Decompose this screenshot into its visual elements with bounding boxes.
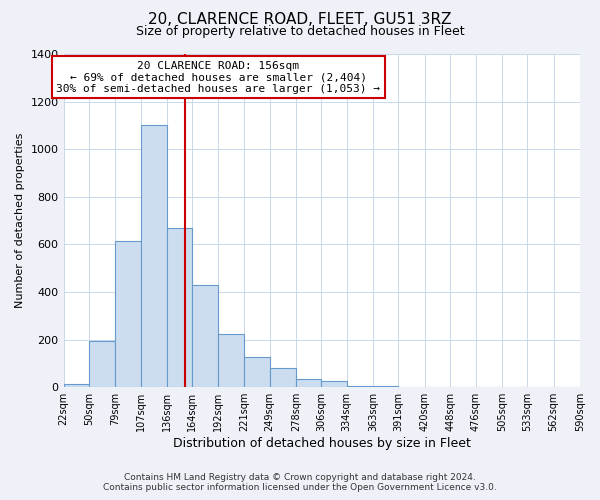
Bar [244,358,269,387]
Bar [167,228,193,387]
Bar [373,386,398,387]
Bar [269,368,296,387]
Bar [347,386,373,387]
Bar [193,285,218,387]
Bar [218,334,244,387]
Bar [64,384,89,387]
Y-axis label: Number of detached properties: Number of detached properties [15,133,25,308]
Bar [296,379,322,387]
Text: 20, CLARENCE ROAD, FLEET, GU51 3RZ: 20, CLARENCE ROAD, FLEET, GU51 3RZ [148,12,452,28]
Bar [89,341,115,387]
Bar [322,380,347,387]
Bar [140,126,167,387]
Text: 20 CLARENCE ROAD: 156sqm
← 69% of detached houses are smaller (2,404)
30% of sem: 20 CLARENCE ROAD: 156sqm ← 69% of detach… [56,60,380,94]
Text: Size of property relative to detached houses in Fleet: Size of property relative to detached ho… [136,25,464,38]
Bar [115,241,140,387]
X-axis label: Distribution of detached houses by size in Fleet: Distribution of detached houses by size … [173,437,471,450]
Text: Contains HM Land Registry data © Crown copyright and database right 2024.
Contai: Contains HM Land Registry data © Crown c… [103,473,497,492]
